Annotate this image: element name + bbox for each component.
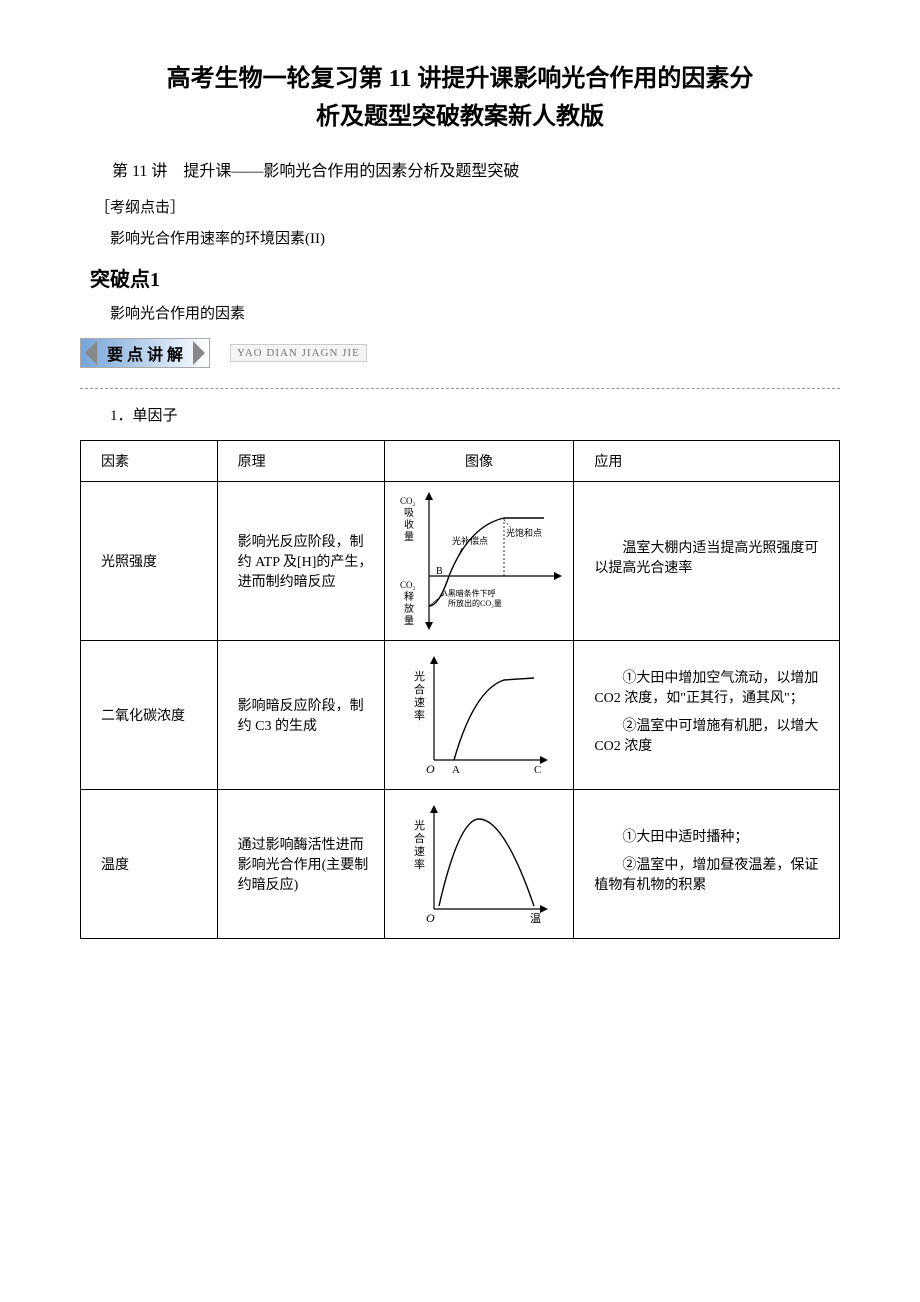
light-intensity-chart: CO₂ 吸 收 量 CO₂ 释 放 量 光补偿点 光饱和点 B A黑暗条件下呼 [394, 486, 564, 636]
section-header-box: 要点讲解 [80, 338, 210, 368]
factors-table: 因素 原理 图像 应用 光照强度 影响光反应阶段，制约 ATP 及[H]的产生，… [80, 440, 840, 939]
cell-factor: 光照强度 [81, 481, 218, 640]
svg-text:合: 合 [414, 682, 425, 696]
co2-concentration-chart: 光 合 速 率 O A C [404, 645, 554, 785]
svg-text:释: 释 [404, 590, 414, 603]
application-text-1: ①大田中适时播种； [594, 826, 831, 846]
breakthrough-heading: 突破点1 [80, 263, 840, 292]
svg-text:O: O [426, 911, 435, 925]
svg-text:量: 量 [404, 615, 414, 627]
svg-text:光: 光 [414, 669, 425, 683]
slash-right-icon [193, 341, 205, 365]
cell-chart: 光 合 速 率 O A C [384, 640, 574, 789]
dashed-divider [80, 388, 840, 389]
header-factor: 因素 [81, 440, 218, 481]
main-title: 高考生物一轮复习第 11 讲提升课影响光合作用的因素分 析及题型突破教案新人教版 [80, 60, 840, 137]
application-text: 温室大棚内适当提高光照强度可以提高光合速率 [594, 537, 831, 577]
saturation-point-label: 光饱和点 [506, 527, 542, 538]
cell-principle: 影响光反应阶段，制约 ATP 及[H]的产生，进而制约暗反应 [217, 481, 384, 640]
svg-text:A: A [452, 764, 460, 776]
svg-text:C: C [534, 764, 541, 776]
svg-text:B: B [436, 566, 443, 577]
svg-text:CO₂: CO₂ [400, 496, 416, 506]
header-application: 应用 [574, 440, 840, 481]
cell-application: ①大田中增加空气流动，以增加 CO2 浓度，如"正其行，通其风"； ②温室中可增… [574, 640, 840, 789]
svg-text:合: 合 [414, 831, 425, 845]
title-line-1: 高考生物一轮复习第 11 讲提升课影响光合作用的因素分 [167, 66, 754, 92]
table-row: 二氧化碳浓度 影响暗反应阶段，制约 C3 的生成 光 合 速 率 O [81, 640, 840, 789]
section-pinyin: YAO DIAN JIAGN JIE [230, 344, 367, 362]
svg-text:速: 速 [414, 696, 425, 709]
table-row: 光照强度 影响光反应阶段，制约 ATP 及[H]的产生，进而制约暗反应 [81, 481, 840, 640]
svg-text:光: 光 [414, 818, 425, 832]
svg-text:O: O [426, 762, 435, 776]
cell-factor: 二氧化碳浓度 [81, 640, 218, 789]
svg-text:温: 温 [530, 912, 541, 925]
exam-outline-label: ［考纲点击］ [80, 196, 840, 217]
cell-principle: 通过影响酶活性进而影响光合作用(主要制约暗反应) [217, 789, 384, 938]
cell-principle: 影响暗反应阶段，制约 C3 的生成 [217, 640, 384, 789]
temperature-chart: 光 合 速 率 O 温 [404, 794, 554, 934]
cell-chart: CO₂ 吸 收 量 CO₂ 释 放 量 光补偿点 光饱和点 B A黑暗条件下呼 [384, 481, 574, 640]
section-header-text: 要点讲解 [101, 341, 193, 365]
breakthrough-sub: 影响光合作用的因素 [80, 302, 840, 323]
header-principle: 原理 [217, 440, 384, 481]
compensation-point-label: 光补偿点 [452, 535, 488, 546]
svg-text:CO₂: CO₂ [400, 580, 416, 590]
title-line-2: 析及题型突破教案新人教版 [316, 104, 604, 130]
dark-condition-label: A黑暗条件下呼 [442, 588, 496, 598]
svg-text:率: 率 [414, 857, 425, 871]
svg-text:量: 量 [404, 531, 414, 543]
cell-application: 温室大棚内适当提高光照强度可以提高光合速率 [574, 481, 840, 640]
cell-factor: 温度 [81, 789, 218, 938]
svg-text:放: 放 [404, 602, 414, 615]
svg-text:所放出的CO₂量: 所放出的CO₂量 [448, 598, 502, 608]
table-row: 温度 通过影响酶活性进而影响光合作用(主要制约暗反应) 光 合 速 率 O [81, 789, 840, 938]
svg-text:率: 率 [414, 708, 425, 722]
svg-text:吸: 吸 [404, 508, 414, 519]
application-text-2: ②温室中可增施有机肥，以增大 CO2 浓度 [594, 715, 831, 755]
svg-text:速: 速 [414, 845, 425, 858]
slash-left-icon [85, 341, 97, 365]
table-header-row: 因素 原理 图像 应用 [81, 440, 840, 481]
application-text-1: ①大田中增加空气流动，以增加 CO2 浓度，如"正其行，通其风"； [594, 667, 831, 707]
numbered-item-1: 1．单因子 [80, 404, 840, 425]
subtitle: 第 11 讲 提升课——影响光合作用的因素分析及题型突破 [80, 157, 840, 181]
exam-outline-text: 影响光合作用速率的环境因素(II) [80, 227, 840, 248]
section-header-bar: 要点讲解 YAO DIAN JIAGN JIE [80, 338, 840, 368]
cell-chart: 光 合 速 率 O 温 [384, 789, 574, 938]
application-text-2: ②温室中，增加昼夜温差，保证植物有机物的积累 [594, 854, 831, 894]
svg-text:收: 收 [404, 518, 414, 531]
cell-application: ①大田中适时播种； ②温室中，增加昼夜温差，保证植物有机物的积累 [574, 789, 840, 938]
header-image: 图像 [384, 440, 574, 481]
